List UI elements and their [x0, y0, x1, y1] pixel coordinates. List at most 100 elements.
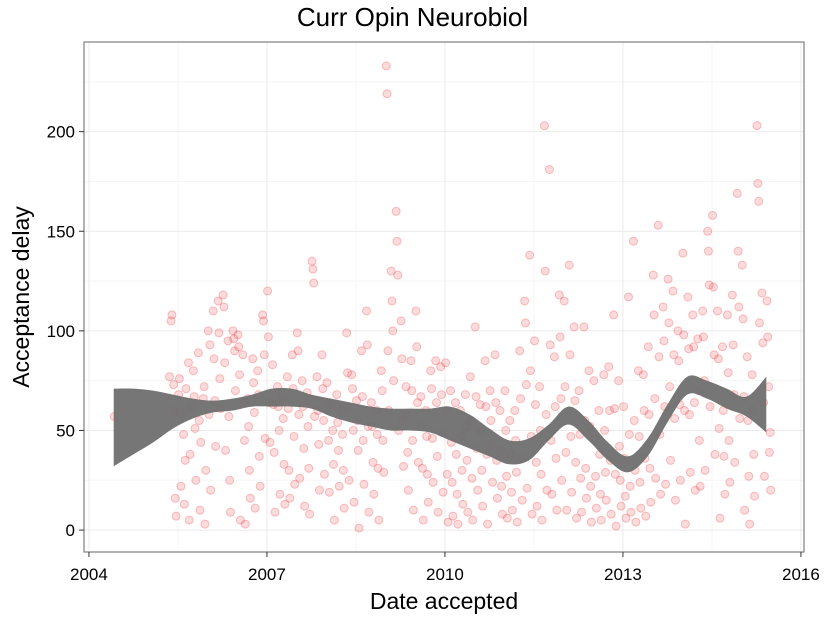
data-point — [490, 350, 500, 360]
data-point — [629, 416, 639, 426]
data-point — [282, 372, 292, 382]
data-point — [555, 332, 565, 342]
data-point — [411, 306, 421, 316]
x-axis-label: Date accepted — [370, 588, 518, 614]
data-point — [626, 507, 636, 517]
data-point — [180, 455, 190, 465]
data-point — [535, 382, 545, 392]
data-point — [491, 398, 501, 408]
data-point — [275, 489, 285, 499]
data-point — [407, 386, 417, 396]
data-point — [723, 368, 733, 378]
data-point — [467, 473, 477, 483]
data-point — [764, 447, 774, 457]
y-tick-label: 150 — [47, 222, 75, 241]
data-point — [462, 455, 472, 465]
data-point — [693, 334, 703, 344]
y-tick-label: 100 — [47, 322, 75, 341]
data-point — [684, 410, 694, 420]
data-point — [527, 509, 537, 519]
data-point — [507, 505, 517, 515]
data-point — [193, 348, 203, 358]
data-point — [309, 278, 319, 288]
data-point — [581, 463, 591, 473]
data-point — [183, 358, 193, 368]
data-point — [324, 435, 334, 445]
data-point — [720, 489, 730, 499]
data-point — [715, 513, 725, 523]
data-point — [501, 425, 511, 435]
data-point — [448, 511, 458, 521]
data-point — [502, 471, 512, 481]
data-point — [292, 328, 302, 338]
data-point — [733, 246, 743, 256]
data-point — [698, 332, 708, 342]
data-point — [725, 477, 735, 487]
panel-border — [83, 41, 805, 553]
data-point — [357, 392, 367, 402]
data-point — [382, 89, 392, 99]
data-point — [709, 350, 719, 360]
data-point — [521, 380, 531, 390]
data-point — [203, 326, 213, 336]
data-point — [240, 519, 250, 529]
data-point — [372, 429, 382, 439]
data-point — [579, 322, 589, 332]
data-point — [650, 394, 660, 404]
data-point — [334, 481, 344, 491]
data-point — [485, 386, 495, 396]
data-point — [427, 433, 437, 443]
data-point — [230, 346, 240, 356]
data-point — [280, 499, 290, 509]
data-point — [512, 517, 522, 527]
data-point — [752, 121, 762, 131]
data-point — [428, 477, 438, 487]
data-point — [656, 489, 666, 499]
data-point — [763, 332, 773, 342]
data-point — [745, 519, 755, 529]
data-point — [307, 256, 317, 266]
data-point — [408, 505, 418, 515]
data-point — [229, 334, 239, 344]
data-point — [259, 350, 269, 360]
data-point — [664, 318, 674, 328]
data-point — [724, 435, 734, 445]
data-point — [443, 517, 453, 527]
data-point — [758, 338, 768, 348]
data-point — [651, 473, 661, 483]
data-point — [663, 274, 673, 284]
data-point — [635, 477, 645, 487]
data-point — [749, 449, 759, 459]
data-point — [654, 352, 664, 362]
data-point — [319, 416, 329, 426]
data-point — [549, 352, 559, 362]
data-point — [366, 398, 376, 408]
data-point — [497, 509, 507, 519]
data-point — [565, 350, 575, 360]
data-point — [470, 322, 480, 332]
data-point — [268, 360, 278, 370]
x-tick-label: 2007 — [248, 565, 286, 584]
data-point — [403, 485, 413, 495]
y-axis-label: Acceptance delay — [8, 206, 34, 388]
data-point — [457, 465, 467, 475]
data-point — [213, 296, 223, 306]
data-point — [703, 226, 713, 236]
data-point — [219, 302, 229, 312]
data-point — [220, 358, 230, 368]
data-point — [624, 292, 634, 302]
data-point — [614, 441, 624, 451]
data-point — [641, 511, 651, 521]
data-point — [610, 469, 620, 479]
data-point — [719, 451, 729, 461]
data-point — [303, 421, 313, 431]
data-point — [379, 467, 389, 477]
data-point — [452, 489, 462, 499]
data-point — [381, 61, 391, 71]
data-point — [170, 493, 180, 503]
data-point — [347, 370, 357, 380]
data-point — [347, 384, 357, 394]
data-point — [698, 306, 708, 316]
data-point — [570, 396, 580, 406]
data-point — [304, 463, 314, 473]
